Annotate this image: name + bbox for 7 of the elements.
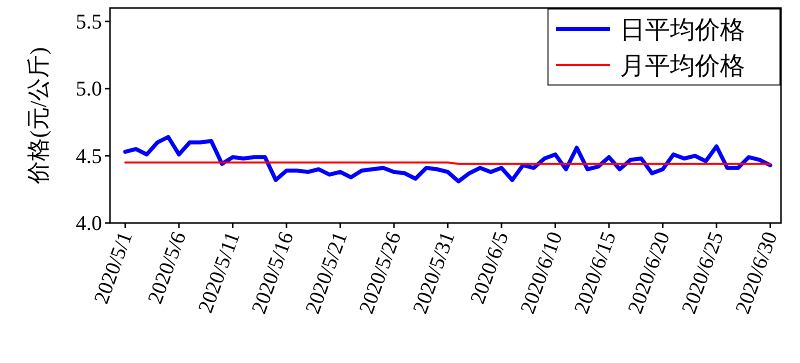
legend-label: 月平均价格 bbox=[620, 53, 745, 80]
y-tick-label: 4.0 bbox=[76, 211, 102, 235]
legend-label: 日平均价格 bbox=[620, 17, 745, 44]
y-axis-title: 价格(元/公斤) bbox=[26, 47, 51, 185]
y-tick-label: 4.5 bbox=[76, 144, 102, 168]
y-tick-label: 5.0 bbox=[76, 76, 102, 101]
y-tick-label: 5.5 bbox=[76, 9, 102, 34]
